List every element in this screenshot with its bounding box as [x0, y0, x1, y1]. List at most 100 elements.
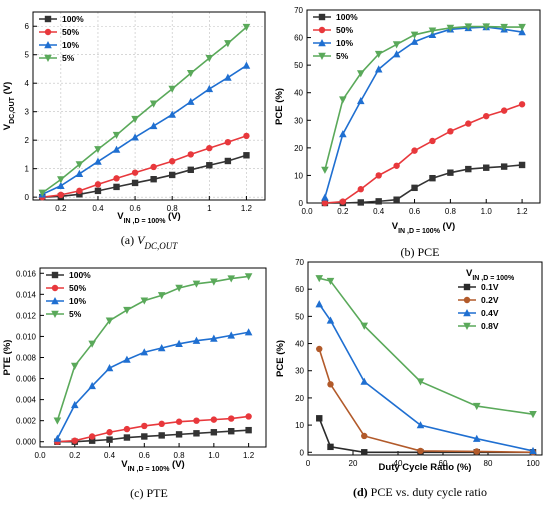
data-point: [53, 417, 62, 425]
y-tick-label: 30: [295, 367, 304, 376]
data-point: [357, 199, 364, 206]
data-point: [123, 434, 131, 441]
x-tick-label: 0.8: [445, 207, 457, 216]
data-point: [57, 176, 65, 184]
y-tick-label: 30: [294, 116, 303, 125]
data-point: [326, 316, 335, 324]
plot-frame: [306, 9, 541, 204]
series-10%: [321, 23, 526, 201]
panel-caption: (d) PCE vs. duty cycle ratio: [353, 485, 487, 499]
x-tick-label: 0.6: [130, 204, 142, 213]
legend-swatch-marker: [463, 283, 471, 291]
x-tick-label: 0.4: [373, 207, 385, 216]
chart-panel-b: 0.0 0.2 0.4 0.6 0.8 1.0 1.2 0 10 20 30 40 50 60 70 VIN …: [274, 6, 541, 259]
legend: VIN ,D = 100%0.1V 0.2V 0.4V 0.8V: [458, 268, 515, 331]
data-point: [374, 65, 383, 73]
data-point: [357, 186, 364, 193]
legend-swatch-marker: [44, 15, 52, 23]
x-tick-label: 80: [484, 459, 493, 468]
series-line: [324, 103, 523, 204]
y-axis-label: PTE (%): [2, 340, 13, 376]
data-point: [175, 418, 183, 425]
y-tick-label: 20: [295, 394, 304, 403]
legend-entry: 100%: [336, 12, 358, 22]
data-point: [193, 417, 200, 424]
y-axis-label: PCE (%): [275, 340, 286, 377]
legend-swatch-marker: [51, 284, 59, 292]
legend-entry: 50%: [336, 25, 353, 35]
data-point: [316, 345, 323, 353]
legend-entry: 5%: [69, 309, 82, 319]
data-point: [193, 430, 200, 437]
data-point: [361, 432, 368, 440]
y-tick-label: 0: [299, 199, 304, 208]
y-tick-label: 6: [25, 22, 30, 31]
data-point: [529, 446, 537, 455]
data-point: [113, 183, 120, 191]
data-point: [410, 37, 419, 45]
data-point: [417, 447, 424, 455]
data-point: [446, 24, 455, 32]
legend-entry: 0.1V: [481, 282, 499, 292]
y-tick-label: 50: [295, 312, 304, 321]
y-tick-label: 0.004: [16, 396, 37, 405]
data-point: [224, 157, 232, 165]
data-point: [38, 189, 47, 197]
data-point: [327, 443, 334, 451]
series-line: [41, 26, 247, 194]
x-axis-label: VIN ,D = 100% (V): [117, 211, 180, 225]
data-point: [375, 198, 382, 205]
data-point: [175, 339, 183, 348]
data-point: [206, 144, 213, 152]
data-point: [482, 23, 491, 31]
legend: 100% 50% 10% 5%: [46, 270, 91, 319]
data-point: [192, 336, 201, 344]
data-point: [76, 191, 83, 198]
data-point: [411, 147, 418, 154]
legend-entry: 100%: [62, 14, 84, 24]
y-tick-label: 0.000: [16, 438, 37, 447]
legend-entry: 0.4V: [481, 308, 499, 318]
data-point: [375, 172, 382, 179]
legend-entry: 0.2V: [481, 295, 499, 305]
data-point: [245, 426, 252, 434]
series-line: [318, 418, 533, 454]
y-tick-label: 2: [25, 136, 30, 145]
series-line: [318, 348, 534, 454]
y-tick-label: 60: [295, 285, 304, 294]
data-point: [224, 40, 232, 48]
data-point: [187, 151, 194, 158]
y-axis-label: VDC,OUT (V): [2, 82, 16, 131]
data-point: [411, 184, 418, 192]
x-tick-label: 1: [207, 204, 212, 213]
series-5%: [321, 23, 526, 174]
series-line: [319, 277, 534, 416]
data-point: [465, 120, 472, 127]
data-point: [169, 158, 176, 165]
data-point: [88, 340, 96, 348]
data-point: [94, 181, 102, 188]
legend-swatch-marker: [318, 52, 326, 60]
data-point: [186, 70, 195, 78]
y-tick-label: 70: [295, 258, 304, 267]
y-axis-label: PCE (%): [274, 88, 285, 125]
data-point: [245, 413, 252, 420]
data-point: [192, 280, 201, 288]
data-point: [123, 306, 131, 315]
legend-swatch-marker: [44, 28, 52, 36]
data-point: [518, 101, 526, 108]
data-point: [149, 100, 158, 108]
data-point: [393, 162, 400, 169]
data-point: [316, 415, 323, 422]
data-point: [360, 322, 369, 330]
series-50%: [321, 101, 526, 207]
series-line: [42, 135, 247, 198]
y-tick-label: 10: [294, 171, 303, 180]
chart-panel-a: 0.2 0.4 0.6 0.8 1 1.2 0 1 2 3 4 5 6 VIN ,D = 100% (V)…: [2, 11, 266, 251]
data-point: [500, 107, 508, 114]
data-point: [244, 328, 253, 336]
series-0.8V: [315, 275, 537, 419]
data-point: [57, 181, 65, 189]
series-line: [42, 154, 247, 198]
